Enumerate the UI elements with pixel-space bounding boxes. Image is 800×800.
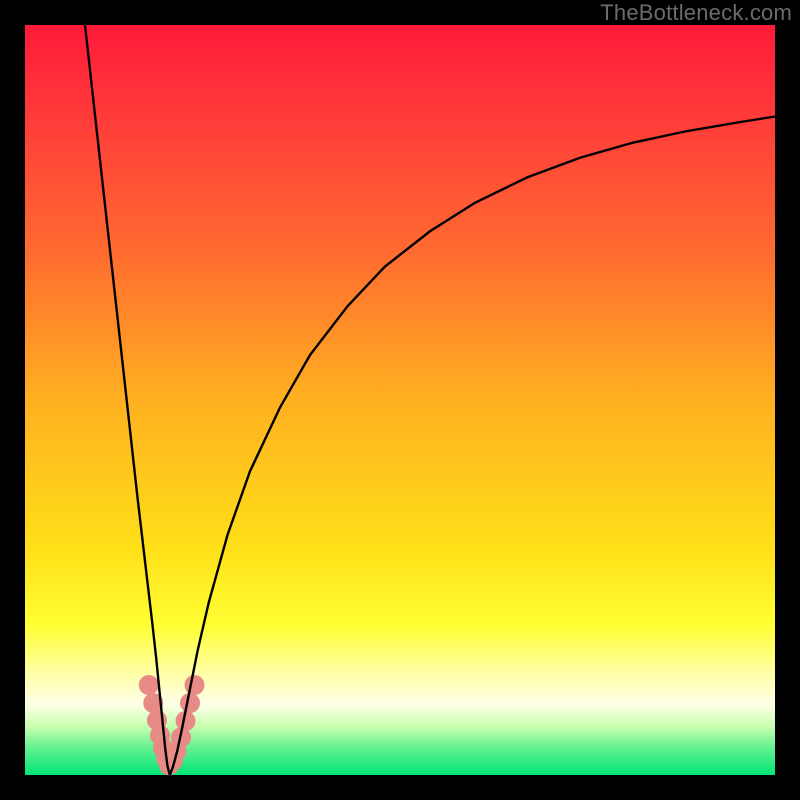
highlight-dot (185, 675, 205, 695)
highlight-dot (180, 693, 200, 713)
chart-container: TheBottleneck.com (0, 0, 800, 800)
watermark-text: TheBottleneck.com (600, 0, 792, 26)
bottleneck-chart-svg (0, 0, 800, 800)
highlight-dot (139, 675, 159, 695)
